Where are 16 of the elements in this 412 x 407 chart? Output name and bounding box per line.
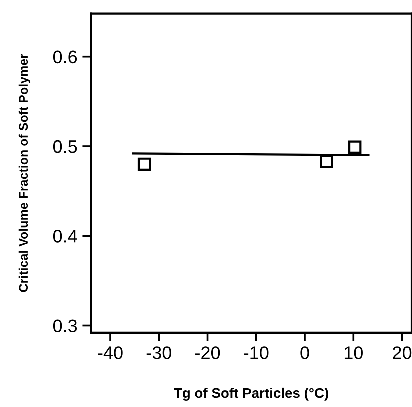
- x-tick-label: -30: [146, 346, 172, 360]
- x-tick-label: -40: [98, 346, 123, 360]
- point: [320, 155, 334, 168]
- point: [138, 158, 152, 172]
- x-axis-title: Tg of Soft Particles (°C): [174, 388, 328, 401]
- y-tick-label: 0.5: [53, 140, 78, 154]
- x-tick-label: 0: [300, 346, 310, 360]
- y-tick-label: 0.6: [53, 50, 78, 64]
- point: [348, 140, 362, 154]
- y-tick-label: 0.4: [53, 230, 78, 243]
- y-axis-title: Critical Volume Fraction of Soft Polymer: [18, 54, 31, 292]
- y-tick-label: 0.3: [53, 320, 78, 332]
- x-tick-label: 20: [393, 346, 412, 360]
- x-tick-label: -20: [196, 346, 220, 360]
- x-tick-label: -10: [244, 346, 269, 360]
- x-tick-label: 10: [344, 346, 363, 360]
